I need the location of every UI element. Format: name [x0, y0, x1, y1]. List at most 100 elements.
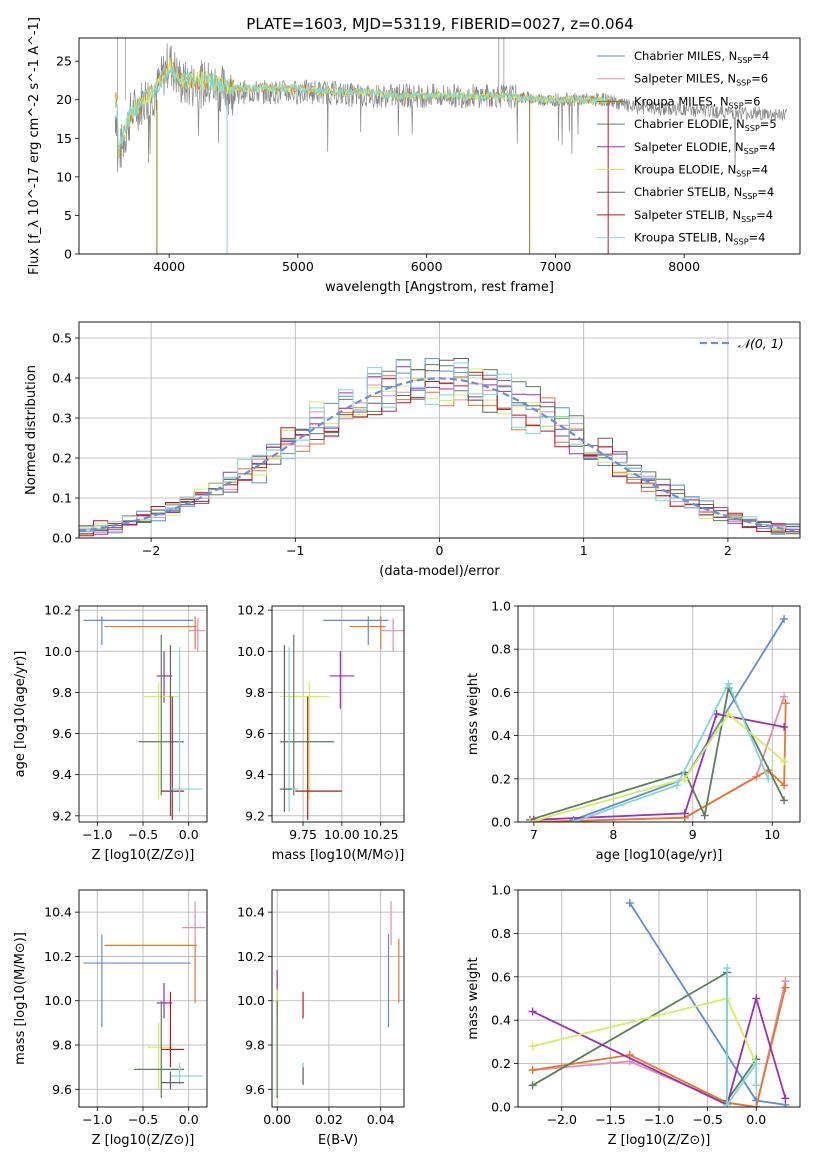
y-tick-label: 0.8 — [491, 642, 511, 657]
x-tick-label: 7 — [530, 827, 538, 842]
y-tick-label: 9.4 — [52, 767, 72, 782]
histogram-series — [79, 358, 800, 533]
series-line — [532, 995, 787, 1107]
y-tick-label: 9.6 — [52, 1082, 72, 1097]
axes-frame — [271, 889, 405, 1108]
y-tick-label: 5 — [64, 208, 72, 223]
y-tick-label: 0.4 — [491, 1013, 511, 1028]
y-tick-label: 25 — [56, 54, 72, 69]
y-tick-label: 10.2 — [237, 603, 265, 618]
y-axis-label: age [log10(age/yr)] — [13, 651, 28, 778]
series-line — [726, 968, 758, 1107]
x-tick-label: −0.5 — [128, 1112, 158, 1127]
x-tick-label: −1.0 — [644, 1112, 674, 1127]
y-tick-label: 10.4 — [237, 905, 265, 920]
y-tick-label: 0.5 — [52, 331, 72, 346]
axes-frame — [78, 605, 208, 823]
panel-age_vs_z: −1.0 −0.5 0.0 9.2 9.4 9.6 9.8 10.0 10.2 Z [log10(… — [13, 603, 208, 863]
y-tick-label: 1.0 — [491, 883, 511, 898]
panel-age_vs_mass: 9.75 10.00 10.25 9.2 9.4 9.6 9.8 10.0 10.2 mass [… — [237, 603, 405, 863]
y-tick-label: 0.3 — [52, 411, 72, 426]
legend-label: Kroupa ELODIE, NSSP=4 — [634, 163, 768, 179]
y-tick-label: 0.2 — [52, 451, 72, 466]
y-tick-label: 10.4 — [44, 905, 72, 920]
x-axis-label: Z [log10(Z/Z⊙)] — [608, 1133, 711, 1148]
x-axis-label: Z [log10(Z/Z⊙)] — [92, 848, 195, 863]
y-tick-label: 10.2 — [237, 949, 265, 964]
y-axis-label: mass weight — [466, 673, 481, 755]
axes-frame — [78, 889, 208, 1108]
y-tick-label: 10.2 — [44, 949, 72, 964]
plot-area — [83, 901, 206, 1099]
y-tick-label: 0.4 — [491, 728, 511, 743]
x-tick-label: 8 — [609, 827, 617, 842]
x-axis-label: age [log10(age/yr)] — [596, 848, 723, 863]
y-tick-label: 9.6 — [245, 1082, 265, 1097]
x-axis-label: E(B-V) — [318, 1133, 358, 1148]
legend-label: 𝒩(0, 1) — [738, 336, 784, 351]
normal-curve-line — [79, 377, 800, 533]
panel-massweight_vs_age: 7 8 9 10 0.0 0.2 0.4 0.6 0.8 1.0 age [log10(age/yr… — [466, 599, 801, 863]
x-tick-label: 4000 — [153, 259, 185, 274]
y-tick-label: 10.0 — [44, 993, 72, 1008]
axes-frame — [78, 321, 801, 539]
y-tick-label: 0.0 — [52, 531, 72, 546]
y-tick-label: 0.2 — [491, 771, 511, 786]
y-tick-label: 9.6 — [245, 726, 265, 741]
y-axis-label: mass [log10(M/M⊙)] — [13, 932, 28, 1065]
y-tick-label: 0.0 — [491, 815, 511, 830]
x-tick-label: −1.5 — [595, 1112, 625, 1127]
y-tick-label: 0.0 — [491, 1100, 511, 1115]
y-tick-label: 0.6 — [491, 685, 511, 700]
y-tick-label: 9.8 — [245, 1038, 265, 1053]
x-tick-label: 7000 — [539, 259, 571, 274]
x-tick-label: 8000 — [668, 259, 700, 274]
y-tick-label: 9.2 — [245, 808, 265, 823]
x-tick-label: 9 — [689, 827, 697, 842]
legend-label: Chabrier STELIB, NSSP=4 — [634, 185, 774, 201]
y-tick-label: 9.8 — [245, 685, 265, 700]
legend-label: Chabrier MILES, NSSP=4 — [634, 49, 769, 65]
plot-area — [279, 616, 404, 820]
x-tick-label: 5000 — [282, 259, 314, 274]
y-tick-label: 0.1 — [52, 491, 72, 506]
x-tick-label: 10 — [764, 827, 780, 842]
x-tick-label: −2.0 — [547, 1112, 577, 1127]
panel-mass_vs_ebv: 0.00 0.02 0.04 9.6 9.8 10.0 10.2 10.4 E(B-V) — [237, 889, 405, 1148]
plot-area — [276, 901, 400, 1101]
y-tick-label: 9.4 — [245, 767, 265, 782]
y-axis-label: mass weight — [466, 957, 481, 1039]
x-tick-label: −0.5 — [128, 827, 158, 842]
y-tick-label: 15 — [56, 131, 72, 146]
y-tick-label: 10 — [56, 169, 72, 184]
x-tick-label: −2 — [142, 543, 160, 558]
y-tick-label: 9.8 — [52, 685, 72, 700]
axes-frame — [271, 605, 405, 823]
x-tick-label: −1 — [286, 543, 304, 558]
plot-area — [83, 616, 206, 820]
x-tick-label: 0.0 — [179, 827, 199, 842]
axes-frame — [517, 889, 801, 1108]
y-tick-label: 20 — [56, 92, 72, 107]
x-tick-label: −1.0 — [82, 1112, 112, 1127]
panel-massweight_vs_z: −2.0 −1.5 −1.0 −0.5 0.0 0.0 0.2 0.4 0.6 0.8 1.0 Z [… — [466, 883, 801, 1148]
panel-spectrum: 4000 5000 6000 7000 8000 0 5 10 15 20 25 wavelength… — [27, 17, 801, 295]
y-tick-label: 0.4 — [52, 371, 72, 386]
y-tick-label: 9.6 — [52, 726, 72, 741]
plot-area — [525, 614, 790, 822]
x-tick-label: 0.0 — [179, 1112, 199, 1127]
legend-label: Chabrier ELODIE, NSSP=5 — [634, 117, 777, 133]
y-axis-label: Flux [f_λ 10^-17 erg cm^-2 s^-1 A^-1] — [27, 17, 42, 275]
plot-area — [528, 899, 790, 1107]
model-spectrum-line — [114, 57, 610, 158]
x-tick-label: 0.00 — [263, 1112, 291, 1127]
series-line — [573, 681, 770, 822]
y-axis-label: Normed distribution — [24, 365, 39, 495]
y-tick-label: 0.8 — [491, 926, 511, 941]
x-tick-label: 0 — [436, 543, 444, 558]
x-axis-label: (data-model)/error — [379, 564, 500, 579]
x-tick-label: 0.0 — [746, 1112, 766, 1127]
series-line — [533, 712, 785, 821]
panel-mass_vs_z: −1.0 −0.5 0.0 9.6 9.8 10.0 10.2 10.4 Z [log10(Z/… — [13, 889, 208, 1148]
y-tick-label: 10.0 — [237, 993, 265, 1008]
